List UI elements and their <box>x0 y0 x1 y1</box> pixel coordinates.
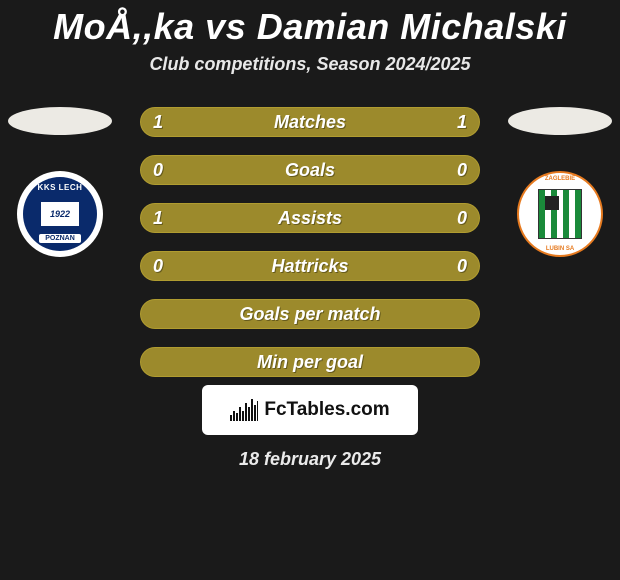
left-player-avatar <box>8 107 112 135</box>
right-club-crest[interactable]: ZAGLEBIE LUBIN SA <box>517 171 603 257</box>
root-container: MoÅ,,ka vs Damian Michalski Club competi… <box>0 0 620 470</box>
footer-brand-badge[interactable]: FcTables.com <box>202 385 418 435</box>
footer-chart-icon <box>230 399 258 421</box>
stat-left-value: 1 <box>153 112 163 133</box>
main-row: KKS LECH 1922 POZNAN 1 Matches 1 0 Goals 0 1 As… <box>0 93 620 377</box>
stat-pill-goals: 0 Goals 0 <box>140 155 480 185</box>
left-club-crest[interactable]: KKS LECH 1922 POZNAN <box>17 171 103 257</box>
stat-left-value: 0 <box>153 256 163 277</box>
stats-column: 1 Matches 1 0 Goals 0 1 Assists 0 0 Hattricks 0 Goal… <box>120 93 500 377</box>
footer-date: 18 february 2025 <box>0 449 620 470</box>
stat-pill-hattricks: 0 Hattricks 0 <box>140 251 480 281</box>
page-title: MoÅ,,ka vs Damian Michalski <box>0 2 620 54</box>
zag-crest-top-text: ZAGLEBIE <box>545 176 575 182</box>
stat-right-value: 1 <box>457 112 467 133</box>
stat-left-value: 0 <box>153 160 163 181</box>
stat-right-value: 0 <box>457 208 467 229</box>
stat-label: Min per goal <box>257 352 363 373</box>
zag-crest-bot-text: LUBIN SA <box>546 246 574 252</box>
footer-brand-text: FcTables.com <box>264 399 389 421</box>
subtitle: Club competitions, Season 2024/2025 <box>0 54 620 93</box>
stat-right-value: 0 <box>457 256 467 277</box>
stat-left-value: 1 <box>153 208 163 229</box>
lech-crest-city: POZNAN <box>39 234 81 243</box>
stat-label: Matches <box>274 112 346 133</box>
right-player-avatar <box>508 107 612 135</box>
stat-label: Hattricks <box>271 256 348 277</box>
left-player-col: KKS LECH 1922 POZNAN <box>0 93 120 257</box>
stat-pill-goals-per-match: Goals per match <box>140 299 480 329</box>
lech-crest-inner: KKS LECH 1922 POZNAN <box>23 177 97 251</box>
lech-crest-top-text: KKS LECH <box>38 183 83 192</box>
zag-crest-shield <box>538 189 582 239</box>
stat-pill-assists: 1 Assists 0 <box>140 203 480 233</box>
stat-pill-matches: 1 Matches 1 <box>140 107 480 137</box>
stat-right-value: 0 <box>457 160 467 181</box>
lech-crest-year: 1922 <box>41 202 79 226</box>
stat-label: Goals <box>285 160 335 181</box>
stat-pill-min-per-goal: Min per goal <box>140 347 480 377</box>
stat-label: Assists <box>278 208 342 229</box>
stat-label: Goals per match <box>239 304 380 325</box>
right-player-col: ZAGLEBIE LUBIN SA <box>500 93 620 257</box>
